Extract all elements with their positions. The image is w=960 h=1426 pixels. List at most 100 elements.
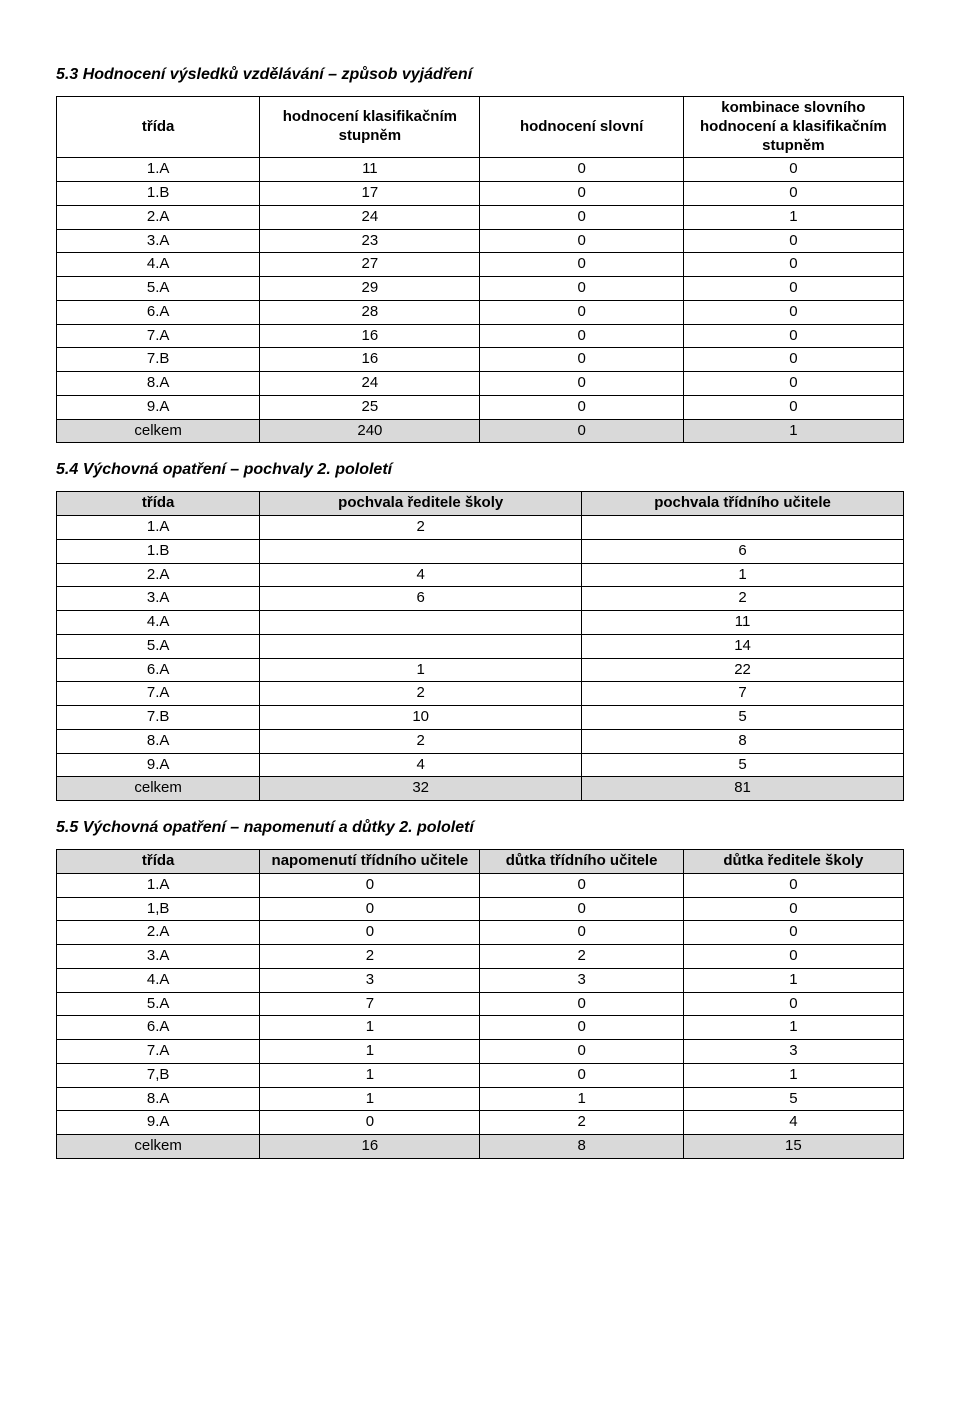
table-cell: 24: [260, 372, 480, 396]
col-kombinace: kombinace slovního hodnocení a klasifika…: [683, 97, 903, 158]
table-row: 4.A2700: [57, 253, 904, 277]
table-cell: 1: [683, 1016, 903, 1040]
table-cell: 9.A: [57, 753, 260, 777]
table-cell: 5: [582, 706, 904, 730]
table-cell: 0: [260, 897, 480, 921]
table-cell: 4.A: [57, 968, 260, 992]
table-cell: 4.A: [57, 253, 260, 277]
table-row: 2.A41: [57, 563, 904, 587]
table-cell: 0: [480, 395, 683, 419]
table-cell: 3: [683, 1040, 903, 1064]
table-row: 4.A11: [57, 611, 904, 635]
table-cell: 2: [582, 587, 904, 611]
table-cell: 1: [260, 1087, 480, 1111]
table-cell: 0: [480, 1016, 683, 1040]
table-cell: 7.A: [57, 324, 260, 348]
table-row: 1.A2: [57, 516, 904, 540]
table-cell: 5.A: [57, 992, 260, 1016]
table-row: 6.A2800: [57, 300, 904, 324]
table-cell: 0: [683, 897, 903, 921]
table-cell: [260, 634, 582, 658]
table-cell: 1: [683, 968, 903, 992]
table-cell: 14: [582, 634, 904, 658]
table-cell: 22: [582, 658, 904, 682]
table-header-row: třída pochvala ředitele školy pochvala t…: [57, 492, 904, 516]
table-cell: 0: [480, 229, 683, 253]
table-cell: 3.A: [57, 229, 260, 253]
table-cell: 17: [260, 182, 480, 206]
table-total-row: celkem3281: [57, 777, 904, 801]
table-cell: 1.A: [57, 516, 260, 540]
table-row: 7.A103: [57, 1040, 904, 1064]
total-cell: 16: [260, 1135, 480, 1159]
table-cell: 1: [260, 1063, 480, 1087]
table-cell: 8.A: [57, 1087, 260, 1111]
table-cell: 9.A: [57, 1111, 260, 1135]
table-cell: 7.A: [57, 1040, 260, 1064]
table-cell: 8: [582, 729, 904, 753]
table-cell: 1: [683, 1063, 903, 1087]
table-cell: 2: [480, 1111, 683, 1135]
table-row: 8.A28: [57, 729, 904, 753]
table-cell: 1: [683, 205, 903, 229]
table-row: 7,B101: [57, 1063, 904, 1087]
table-cell: 7.B: [57, 348, 260, 372]
table-row: 9.A024: [57, 1111, 904, 1135]
table-cell: 16: [260, 324, 480, 348]
col-slovni: hodnocení slovní: [480, 97, 683, 158]
table-cell: 0: [480, 1063, 683, 1087]
table-cell: 24: [260, 205, 480, 229]
table-cell: 9.A: [57, 395, 260, 419]
table-cell: 0: [683, 277, 903, 301]
table-cell: 5.A: [57, 634, 260, 658]
table-cell: 0: [480, 992, 683, 1016]
table-row: 7.A1600: [57, 324, 904, 348]
table-cell: 2: [260, 516, 582, 540]
table-cell: 1: [260, 658, 582, 682]
section-title-53: 5.3 Hodnocení výsledků vzdělávání – způs…: [56, 66, 904, 84]
total-cell: 1: [683, 419, 903, 443]
section-title-55: 5.5 Výchovná opatření – napomenutí a důt…: [56, 819, 904, 837]
table-row: 3.A2300: [57, 229, 904, 253]
col-dutka-reditel: důtka ředitele školy: [683, 850, 903, 874]
table-cell: 0: [480, 1040, 683, 1064]
table-cell: 4: [683, 1111, 903, 1135]
total-label: celkem: [57, 1135, 260, 1159]
table-cell: 0: [480, 205, 683, 229]
table-cell: 1,B: [57, 897, 260, 921]
table-cell: 0: [260, 1111, 480, 1135]
total-cell: 81: [582, 777, 904, 801]
table-cell: 6.A: [57, 1016, 260, 1040]
table-cell: [582, 516, 904, 540]
table-cell: 6.A: [57, 658, 260, 682]
table-row: 1.B1700: [57, 182, 904, 206]
table-cell: 0: [683, 324, 903, 348]
table-cell: 3: [480, 968, 683, 992]
total-cell: 240: [260, 419, 480, 443]
table-cell: 3.A: [57, 945, 260, 969]
table-cell: 2: [480, 945, 683, 969]
table-55: třída napomenutí třídního učitele důtka …: [56, 849, 904, 1159]
table-cell: 5: [683, 1087, 903, 1111]
table-cell: 2: [260, 945, 480, 969]
table-53: třída hodnocení klasifikačním stupněm ho…: [56, 96, 904, 443]
table-cell: 2: [260, 729, 582, 753]
table-cell: 4: [260, 753, 582, 777]
table-cell: 0: [480, 372, 683, 396]
table-row: 1.A000: [57, 873, 904, 897]
table-cell: 2.A: [57, 921, 260, 945]
table-cell: 29: [260, 277, 480, 301]
table-row: 7.A27: [57, 682, 904, 706]
table-cell: 0: [260, 873, 480, 897]
table-cell: 1.A: [57, 158, 260, 182]
table-row: 8.A2400: [57, 372, 904, 396]
table-cell: 6.A: [57, 300, 260, 324]
col-tridni: pochvala třídního učitele: [582, 492, 904, 516]
table-cell: 4.A: [57, 611, 260, 635]
table-cell: 0: [683, 372, 903, 396]
table-cell: 0: [683, 945, 903, 969]
table-cell: 1.B: [57, 539, 260, 563]
table-cell: 0: [683, 921, 903, 945]
total-cell: 32: [260, 777, 582, 801]
col-reditel: pochvala ředitele školy: [260, 492, 582, 516]
